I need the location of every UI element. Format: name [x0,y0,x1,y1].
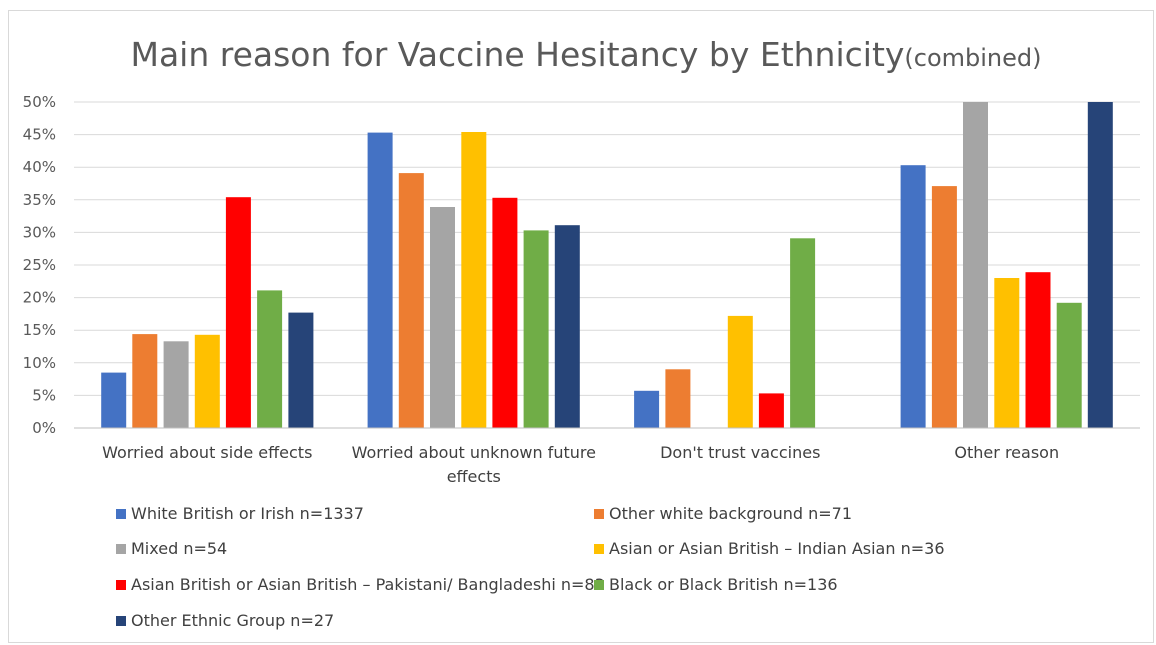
bar [523,230,549,428]
x-axis-categories: Worried about side effects Worried about … [102,443,1059,486]
x-category-label: Other reason [954,443,1059,462]
chart-title: Main reason for Vaccine Hesitancy by Eth… [130,35,1041,74]
legend-label: Asian British or Asian British – Pakista… [131,575,605,594]
bar [1087,102,1113,428]
bar [1056,302,1082,428]
bar [101,372,127,428]
bar [257,290,283,428]
y-tick-label: 0% [32,419,56,437]
bar [132,334,158,428]
bar [288,312,314,428]
y-tick-label: 45% [23,126,56,144]
y-axis-ticks: 0% 5% 10% 15% 20% 25% 30% 35% 40% 45% 50% [23,93,56,437]
legend-swatch [116,544,126,554]
bar [194,334,220,428]
bar [900,165,926,428]
legend-label: Mixed n=54 [131,539,227,558]
x-category-label: Worried about unknown future [352,443,596,462]
y-tick-label: 15% [23,321,56,339]
legend-label: Black or Black British n=136 [609,575,838,594]
legend-swatch [594,509,604,519]
bar [727,315,753,428]
bars [101,102,1113,428]
legend-label: Other Ethnic Group n=27 [131,611,334,630]
bar [225,197,251,428]
y-tick-label: 50% [23,93,56,111]
bar [1025,272,1051,428]
legend-swatch [594,544,604,554]
legend-swatch [116,580,126,590]
y-tick-label: 10% [23,354,56,372]
bar [367,132,393,428]
bar [461,132,487,428]
bar [758,393,784,428]
bar [790,238,816,428]
legend-label: Other white background n=71 [609,504,852,523]
bar [554,225,580,428]
legend-label: Asian or Asian British – Indian Asian n=… [609,539,945,558]
legend: White British or Irish n=1337 Other whit… [116,504,945,630]
y-tick-label: 25% [23,256,56,274]
bar [665,369,691,428]
legend-label: White British or Irish n=1337 [131,504,364,523]
y-tick-label: 40% [23,158,56,176]
legend-swatch [116,616,126,626]
chart-frame [8,10,1154,643]
bar [492,197,518,428]
bar [994,278,1020,428]
y-tick-label: 5% [32,386,56,404]
legend-swatch [594,580,604,590]
bar [634,390,660,428]
gridlines [74,101,1140,396]
bar [430,207,455,428]
x-category-label: Worried about side effects [102,443,312,462]
chart-title-main: Main reason for Vaccine Hesitancy by Eth… [130,35,904,74]
legend-swatch [116,509,126,519]
bar [163,341,189,428]
y-tick-label: 30% [23,223,56,241]
bar [963,102,988,428]
x-category-label: effects [447,467,501,486]
x-category-label: Don't trust vaccines [660,443,820,462]
chart-title-suffix: (combined) [904,44,1041,72]
bar [931,186,957,428]
bar [398,173,424,428]
y-tick-label: 35% [23,191,56,209]
y-tick-label: 20% [23,289,56,307]
